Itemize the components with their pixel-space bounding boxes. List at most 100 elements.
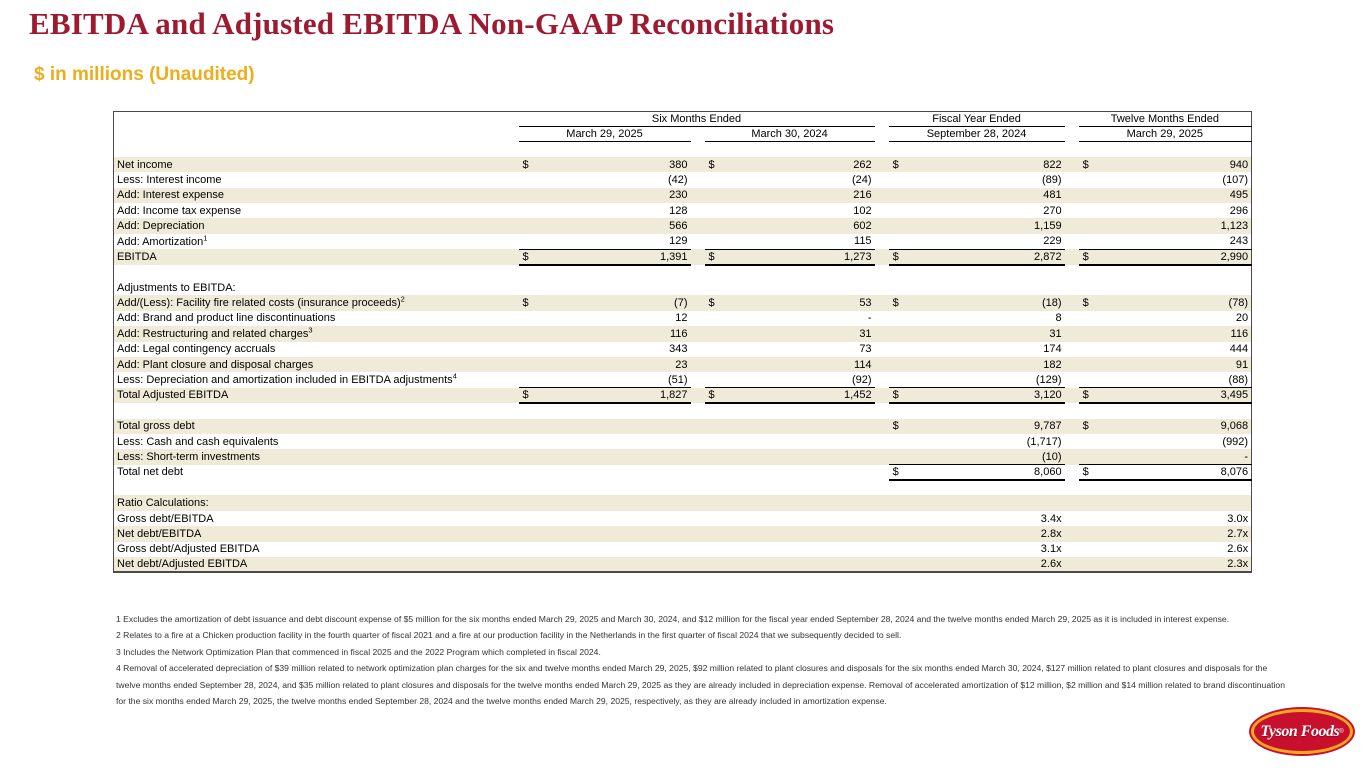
dollar-sign-cell: $	[518, 387, 539, 405]
row-label: Add/(Less): Facility fire related costs …	[113, 295, 519, 311]
cell-value: 2,990	[1098, 248, 1252, 266]
dollar-sign-cell: $	[518, 156, 539, 173]
cell-value: 20	[1235, 312, 1249, 325]
table-row: Total Adjusted EBITDA $1,827 $1,452 $3,120 $…	[113, 387, 1252, 405]
cell-value: (92)	[852, 373, 872, 386]
reconciliation-table: Six Months Ended Fiscal Year Ended Twelv…	[113, 111, 1253, 574]
cell-value: 9,068	[1098, 418, 1252, 434]
column-gap	[690, 356, 705, 373]
dollar-sign-cell	[518, 218, 539, 234]
cell-value: 262	[724, 156, 875, 173]
cell-value: 129	[669, 235, 688, 248]
dollar-sign-cell: $	[1078, 387, 1099, 405]
table-row: Total net debt $8,060 $8,076	[114, 464, 1252, 482]
column-gap	[690, 187, 705, 204]
cell-value: 8,060	[908, 464, 1065, 482]
row-label: EBITDA	[113, 249, 519, 265]
column-gap	[874, 449, 889, 465]
column-gap	[1064, 356, 1079, 373]
dollar-sign-cell	[705, 511, 725, 526]
cell-value: 12	[675, 312, 688, 325]
dollar-sign-cell	[705, 542, 725, 557]
cell-value	[725, 434, 875, 449]
table-row: EBITDA $1,391 $1,273 $2,872 $2,990	[113, 248, 1252, 266]
table-row: Add: Legal contingency accruals 343 73 174 4…	[114, 342, 1252, 357]
column-gap	[1065, 127, 1079, 142]
cell-value	[725, 542, 875, 557]
cell-value: 115	[854, 235, 872, 248]
dollar-sign-cell	[889, 342, 909, 357]
cell-value: 566	[538, 218, 691, 234]
table-row: Ratio Calculations:	[113, 495, 1252, 511]
dollar-sign-cell	[889, 372, 909, 387]
row-label: Add: Income tax expense	[117, 204, 242, 217]
footnote-marker: 2	[400, 295, 405, 304]
dollar-sign-cell	[704, 526, 725, 542]
tyson-foods-logo: Tyson Foods ®	[1251, 709, 1353, 754]
cell-value: 53	[724, 295, 875, 311]
dollar-sign-cell: $	[888, 418, 909, 434]
column-gap	[874, 249, 889, 265]
dollar-sign-cell: $	[518, 248, 539, 266]
column-gap	[874, 356, 889, 373]
cell-value	[725, 511, 875, 526]
cell-value: 243	[1229, 235, 1249, 248]
cell-value: -	[867, 312, 872, 325]
cell-value: 1,123	[1098, 218, 1252, 234]
column-gap	[1064, 495, 1079, 511]
dollar-sign-cell	[1079, 511, 1099, 526]
cell-value	[538, 526, 691, 542]
cell-value: (89)	[1042, 173, 1062, 186]
cell-value: 31	[724, 326, 875, 342]
column-gap	[690, 526, 705, 542]
cell-value: 128	[669, 204, 688, 217]
dollar-sign-cell	[889, 234, 909, 249]
column-gap	[875, 342, 889, 357]
cell-value: 940	[1098, 156, 1252, 173]
dollar-sign-cell: $	[1078, 418, 1099, 434]
dollar-sign-cell	[705, 280, 725, 295]
cell-value	[538, 449, 691, 465]
cell-value: (107)	[1222, 173, 1249, 186]
table-row: Add: Restructuring and related charges3 1…	[113, 326, 1252, 342]
column-gap	[691, 311, 705, 326]
row-label: Gross debt/Adjusted EBITDA	[117, 543, 260, 556]
dollar-sign-cell	[888, 557, 909, 573]
column-gap	[690, 295, 705, 311]
row-label: Net income	[113, 156, 519, 173]
cell-value: 31	[908, 326, 1065, 342]
column-group-six-months-ended: Six Months Ended	[518, 111, 875, 127]
cell-value: (992)	[1222, 435, 1249, 448]
cell-value: 3.4x	[1040, 512, 1062, 525]
dollar-sign-cell	[519, 511, 539, 526]
column-gap	[1065, 511, 1079, 526]
dollar-sign-cell	[888, 449, 909, 465]
dollar-sign-cell	[519, 311, 539, 326]
row-label: Total Adjusted EBITDA	[113, 387, 519, 404]
column-gap	[691, 234, 705, 249]
column-gap	[1064, 326, 1079, 342]
dollar-sign-cell	[1078, 326, 1099, 342]
column-gap	[1064, 218, 1079, 234]
cell-value: 270	[1043, 204, 1062, 217]
cell-value: (88)	[1228, 373, 1249, 386]
row-label: Less: Interest income	[117, 173, 222, 186]
cell-value: (78)	[1098, 295, 1252, 311]
column-gap	[874, 218, 889, 234]
table-row: Add/(Less): Facility fire related costs …	[113, 295, 1252, 311]
column-date-mar-29-2025-ttm: March 29, 2025	[1078, 126, 1252, 142]
footnote: 3 Includes the Network Optimization Plan…	[116, 646, 601, 657]
dollar-sign-cell	[704, 218, 725, 234]
cell-value	[724, 449, 875, 465]
dollar-sign-cell	[1078, 557, 1099, 573]
column-gap	[1065, 372, 1079, 387]
dollar-sign-cell: $	[1078, 295, 1099, 311]
dollar-sign-cell	[888, 526, 909, 542]
tyson-foods-logo-text: Tyson Foods	[1260, 722, 1340, 740]
dollar-sign-cell	[518, 557, 539, 573]
cell-value	[539, 511, 691, 526]
dollar-sign-cell	[888, 218, 909, 234]
cell-value: 481	[908, 187, 1065, 204]
column-gap	[1065, 172, 1079, 187]
row-label: Add: Depreciation	[113, 218, 519, 234]
